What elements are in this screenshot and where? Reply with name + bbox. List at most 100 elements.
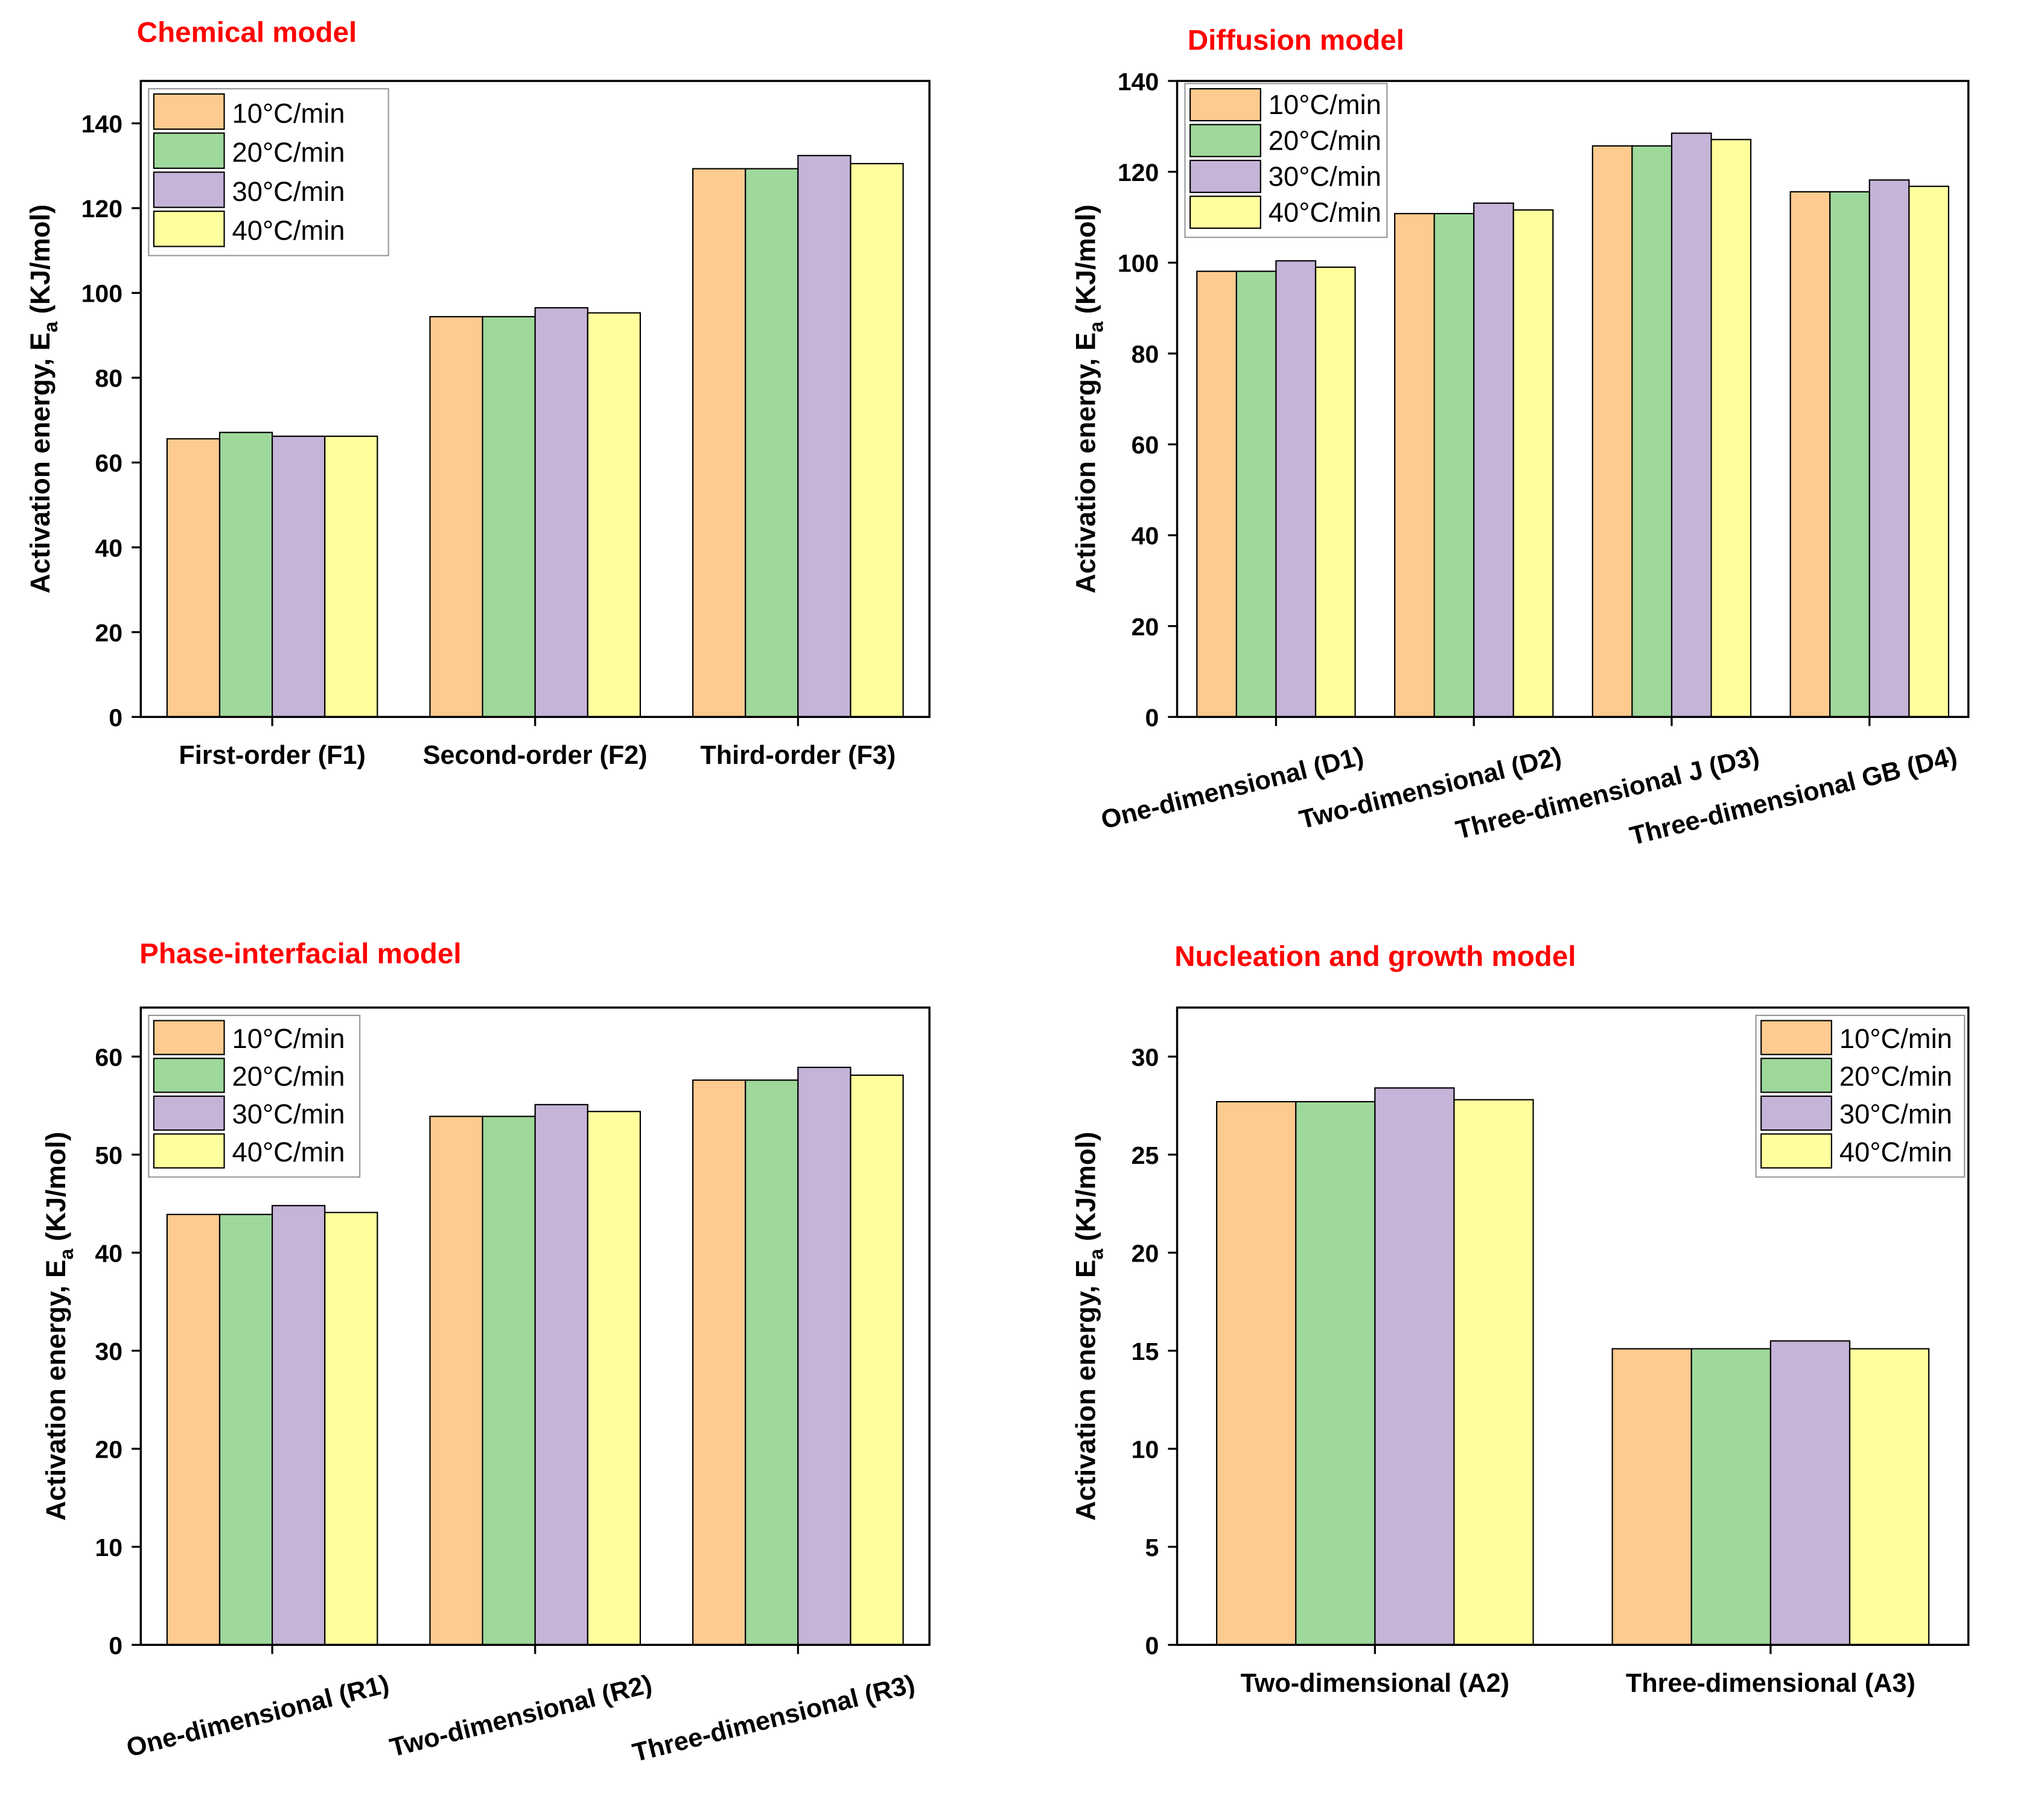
bar [745, 168, 799, 718]
legend-swatch [153, 132, 225, 169]
x-tick-label: Three-dimensional (A3) [1626, 1669, 1915, 1698]
y-tick-label: 20 [1132, 1239, 1159, 1267]
bar [1908, 185, 1950, 718]
bar [745, 1079, 799, 1646]
y-label-sub: a [1085, 321, 1107, 332]
legend-swatch [1189, 88, 1261, 122]
y-tick-label: 20 [95, 619, 123, 647]
bar [1295, 1101, 1376, 1646]
x-tick-label: Third-order (F3) [700, 741, 896, 770]
y-tick-label: 0 [1145, 1631, 1159, 1659]
chart-2: Diffusion model020406080100120140One-dim… [1070, 24, 1970, 851]
plot-frame [1176, 1006, 1970, 1646]
y-tick-label: 30 [95, 1338, 123, 1365]
legend: 10°C/min 20°C/min 30°C/min 40°C/min [148, 88, 389, 256]
y-tick-label: 40 [95, 1239, 123, 1267]
y-tick-label: 80 [1132, 340, 1159, 368]
legend-swatch [153, 171, 225, 208]
y-tick-label: 140 [81, 110, 123, 138]
chart-title: Nucleation and growth model [1174, 941, 1576, 973]
legend-swatch [1189, 159, 1261, 193]
y-tick-label: 20 [95, 1435, 123, 1463]
chart-title: Diffusion model [1188, 24, 1404, 56]
x-tick-label: First-order (F1) [179, 741, 366, 770]
y-tick-label: 50 [95, 1142, 123, 1169]
y-axis-label: Activation energy, Ea (KJ/mol) [1070, 1132, 1107, 1521]
legend-swatch [153, 211, 225, 247]
y-tick-label: 80 [95, 364, 123, 392]
y-tick-label: 0 [1145, 703, 1159, 731]
chart-title: Chemical model [137, 16, 357, 48]
bar [1848, 1348, 1930, 1646]
legend-swatch [1189, 195, 1261, 229]
legend-label: 10°C/min [1269, 89, 1381, 120]
bar [1235, 270, 1277, 718]
bar [1789, 191, 1831, 718]
legend-swatch [1760, 1020, 1832, 1055]
legend-label: 10°C/min [232, 98, 345, 129]
y-tick-label: 100 [81, 280, 123, 308]
y-label-prefix: Activation energy, E [1070, 1260, 1101, 1521]
y-tick-label: 10 [95, 1534, 123, 1561]
bar [1631, 145, 1673, 718]
legend-label: 10°C/min [232, 1023, 345, 1054]
chart-3: Phase-interfacial model 0 10 20 30 40 50 60 One-… [40, 938, 931, 1768]
y-label-prefix: Activation energy, E [40, 1260, 71, 1521]
bar [797, 1067, 852, 1646]
chart-1: Chemical model 0 20 40 60 80 100 120 140 First-or… [25, 16, 931, 770]
y-tick-label: 15 [1132, 1338, 1159, 1365]
bar [1670, 132, 1712, 718]
legend-label: 20°C/min [232, 1061, 345, 1092]
legend-swatch [1760, 1058, 1832, 1093]
bar [797, 154, 852, 718]
y-tick-label: 60 [95, 1043, 123, 1071]
y-label-suffix: (KJ/mol) [25, 205, 56, 322]
legend-label: 20°C/min [1269, 125, 1381, 156]
bar [272, 1205, 326, 1646]
bar [1690, 1348, 1772, 1646]
bar [850, 163, 904, 718]
legend-label: 20°C/min [1839, 1061, 1952, 1092]
bar [1275, 260, 1317, 718]
bar [1196, 270, 1237, 718]
legend-label: 30°C/min [1269, 161, 1381, 192]
legend-swatch [1760, 1133, 1832, 1169]
x-tick-label: One-dimensional (R1) [124, 1669, 392, 1763]
legend-swatch [153, 1058, 225, 1093]
bar [218, 1213, 273, 1646]
legend-label: 30°C/min [1839, 1099, 1952, 1129]
y-label-sub: a [56, 1248, 77, 1260]
bar [1453, 1099, 1534, 1646]
bar [429, 1116, 483, 1646]
bar [1512, 209, 1554, 718]
y-axis-label: Activation energy, Ea (KJ/mol) [25, 205, 62, 594]
bar [534, 307, 588, 718]
legend: 10°C/min 20°C/min 30°C/min 40°C/min [148, 1014, 361, 1178]
y-label-suffix: (KJ/mol) [1070, 205, 1101, 322]
bar [692, 1079, 747, 1646]
legend-label: 40°C/min [232, 1137, 345, 1167]
y-tick-label: 20 [1132, 613, 1159, 641]
bar [1710, 139, 1752, 718]
bar [587, 1111, 642, 1646]
bar [1611, 1348, 1692, 1646]
y-tick-label: 40 [1132, 522, 1159, 550]
legend-label: 40°C/min [1269, 197, 1381, 227]
y-axis-label: Activation energy, Ea (KJ/mol) [40, 1132, 77, 1521]
bar [1216, 1101, 1297, 1646]
bar [166, 438, 221, 718]
bar [1868, 179, 1910, 718]
x-tick-label: Three-dimensional GB (D4) [1627, 742, 1960, 851]
y-tick-label: 0 [109, 1631, 123, 1659]
bar [850, 1075, 904, 1646]
y-tick-label: 0 [109, 703, 123, 731]
bar [1591, 145, 1633, 718]
y-tick-label: 40 [95, 534, 123, 562]
y-tick-label: 120 [81, 195, 123, 223]
bar [1433, 212, 1475, 718]
chart-4: Nucleation and growth model 0 5 10 15 20 25 30 T… [1070, 941, 1970, 1698]
legend-swatch [1189, 124, 1261, 157]
bar [1374, 1087, 1455, 1646]
y-axis-label: Activation energy, Ea (KJ/mol) [1070, 205, 1107, 594]
bar [324, 1212, 378, 1646]
